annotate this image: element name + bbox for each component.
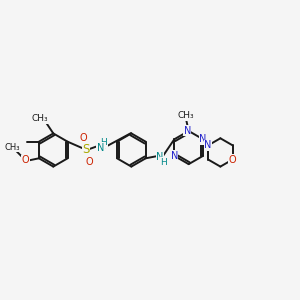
Text: H: H — [100, 138, 107, 147]
Text: N: N — [97, 142, 104, 153]
Text: S: S — [82, 143, 90, 157]
Text: O: O — [22, 155, 29, 165]
Text: N: N — [156, 152, 164, 162]
Text: N: N — [171, 151, 178, 161]
Text: N: N — [184, 126, 191, 136]
Text: N: N — [204, 140, 212, 150]
Text: O: O — [229, 154, 236, 164]
Text: H: H — [160, 158, 167, 167]
Text: CH₃: CH₃ — [4, 143, 20, 152]
Text: CH₃: CH₃ — [32, 114, 48, 123]
Text: CH₃: CH₃ — [177, 111, 194, 120]
Text: O: O — [85, 157, 93, 167]
Text: N: N — [199, 134, 207, 144]
Text: O: O — [80, 133, 87, 143]
